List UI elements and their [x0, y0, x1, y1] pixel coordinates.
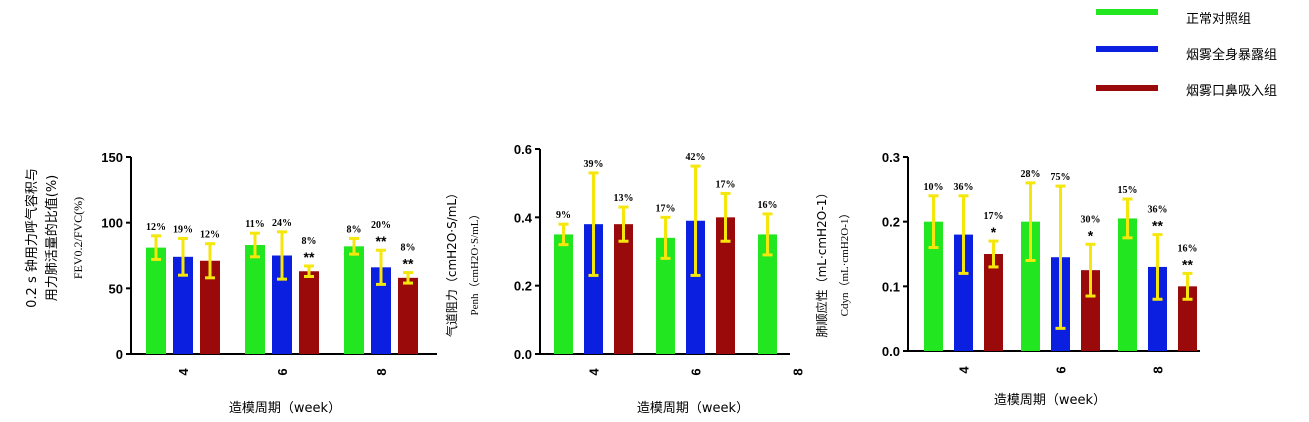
y-tick-label: 50	[109, 281, 123, 296]
significance-marker: **	[1182, 256, 1193, 272]
data-label: 17%	[656, 203, 676, 214]
y-tick-label: 100	[101, 216, 123, 231]
y-axis-title-cn-line2: 用力肺活量的比值(%)	[44, 175, 60, 302]
data-label: 39%	[584, 159, 604, 170]
data-label: 16%	[1178, 243, 1198, 254]
bar-烟雾全身暴露组-4	[173, 256, 193, 354]
x-tick-label: 6	[1054, 366, 1069, 373]
data-label: 8%	[401, 243, 416, 254]
x-tick-label: 4	[957, 366, 972, 374]
data-label: 28%	[1021, 169, 1041, 180]
data-label: 12%	[200, 230, 220, 241]
y-tick-label: 0.0	[882, 344, 900, 359]
data-label: 36%	[1148, 205, 1168, 216]
bar-烟雾全身暴露组-8	[1148, 266, 1167, 351]
data-label: 10%	[924, 182, 944, 193]
x-tick-label: 8	[1151, 366, 1166, 373]
bar-烟雾口鼻吸入组-4	[984, 254, 1003, 351]
legend-swatch-0	[1096, 9, 1158, 15]
y-axis-title-cn-line1: 0.2 s 钟用力呼气容积与	[24, 168, 40, 308]
data-label: 19%	[173, 224, 193, 235]
legend-label-2: 烟雾口鼻吸入组	[1186, 83, 1277, 99]
chart-lung-compliance: 肺顺应性（mL·cmH2O-1） Cdyn（mL·cmH2O-1） 造模周期（w…	[814, 150, 1200, 408]
data-label: 30%	[1081, 214, 1101, 225]
y-tick-label: 0.2	[514, 279, 532, 294]
bar-烟雾全身暴露组-4	[584, 224, 603, 354]
y-tick-label: 150	[101, 150, 123, 165]
legend-label-0: 正常对照组	[1186, 12, 1251, 27]
y-tick-label: 0.6	[514, 142, 532, 157]
chart-airway-resistance: 气道阻力（cmH2O·S/mL） Penh（cmH2O·S/mL） 造模周期（w…	[444, 142, 806, 416]
x-tick-label: 6	[275, 368, 290, 375]
data-label: 11%	[245, 219, 264, 230]
y-axis-title-en: FEV0.2/FVC(%)	[71, 197, 85, 279]
legend-swatch-2	[1096, 85, 1158, 91]
bar-正常对照组-6	[245, 244, 265, 354]
bar-正常对照组-4	[146, 247, 166, 354]
x-axis-title: 造模周期（week）	[637, 401, 749, 416]
bar-正常对照组-6	[656, 237, 675, 354]
data-label: 36%	[954, 182, 974, 193]
significance-marker: *	[1088, 227, 1094, 243]
bar-正常对照组-4	[924, 221, 943, 351]
data-label: 16%	[758, 200, 778, 211]
bar-烟雾全身暴露组-8	[371, 267, 391, 354]
bar-烟雾口鼻吸入组-6	[1081, 270, 1100, 351]
legend-swatch-1	[1096, 46, 1158, 52]
significance-marker: *	[991, 224, 997, 240]
data-label: 15%	[1118, 185, 1138, 196]
significance-marker: **	[1152, 218, 1163, 234]
legend-label-1: 烟雾全身暴露组	[1186, 47, 1277, 63]
significance-marker: **	[403, 256, 414, 272]
y-tick-label: 0.4	[514, 210, 533, 225]
bar-烟雾口鼻吸入组-6	[299, 271, 319, 354]
bar-正常对照组-8	[758, 234, 777, 354]
data-label: 17%	[984, 211, 1004, 222]
x-tick-label: 4	[587, 368, 602, 376]
data-label: 8%	[347, 224, 362, 235]
x-tick-label: 8	[374, 368, 389, 375]
data-label: 13%	[614, 193, 634, 204]
y-tick-label: 0.3	[882, 150, 900, 165]
significance-marker: **	[304, 249, 315, 265]
bar-烟雾口鼻吸入组-4	[200, 260, 220, 354]
x-axis-title: 造模周期（week）	[994, 393, 1106, 408]
significance-marker: **	[376, 233, 387, 249]
y-axis-title-en: Cdyn（mL·cmH2O-1）	[838, 208, 851, 317]
data-label: 24%	[272, 218, 292, 229]
bar-烟雾口鼻吸入组-8	[398, 277, 418, 354]
bar-烟雾全身暴露组-6	[686, 220, 705, 354]
x-tick-label: 4	[176, 368, 191, 376]
x-tick-label: 8	[791, 368, 806, 375]
y-tick-label: 0.0	[514, 347, 532, 362]
data-label: 8%	[302, 236, 317, 247]
chart-fev-ratio: 0.2 s 钟用力呼气容积与 用力肺活量的比值(%) FEV0.2/FVC(%)…	[24, 150, 437, 416]
bar-烟雾全身暴露组-4	[954, 234, 973, 351]
data-label: 20%	[371, 220, 391, 231]
data-label: 75%	[1051, 172, 1071, 183]
data-label: 9%	[556, 210, 571, 221]
data-label: 12%	[146, 222, 166, 233]
bar-烟雾口鼻吸入组-8	[1178, 286, 1197, 351]
bar-正常对照组-8	[344, 246, 364, 354]
data-label: 42%	[686, 152, 706, 163]
bar-正常对照组-8	[1118, 218, 1137, 351]
bar-烟雾口鼻吸入组-6	[716, 217, 735, 354]
y-axis-title-cn: 肺顺应性（mL·cmH2O-1）	[814, 187, 829, 338]
bar-正常对照组-6	[1021, 221, 1040, 351]
y-tick-label: 0.1	[882, 279, 900, 294]
bar-正常对照组-4	[554, 234, 573, 354]
x-tick-label: 6	[689, 368, 704, 375]
x-axis-title: 造模周期（week）	[229, 401, 341, 416]
y-axis-title-en: Penh（cmH2O·S/mL）	[468, 209, 481, 316]
y-tick-label: 0	[116, 347, 123, 362]
bar-烟雾口鼻吸入组-4	[614, 224, 633, 354]
y-tick-label: 0.2	[882, 215, 900, 230]
data-label: 17%	[716, 179, 736, 190]
y-axis-title-cn: 气道阻力（cmH2O·S/mL）	[444, 187, 459, 337]
